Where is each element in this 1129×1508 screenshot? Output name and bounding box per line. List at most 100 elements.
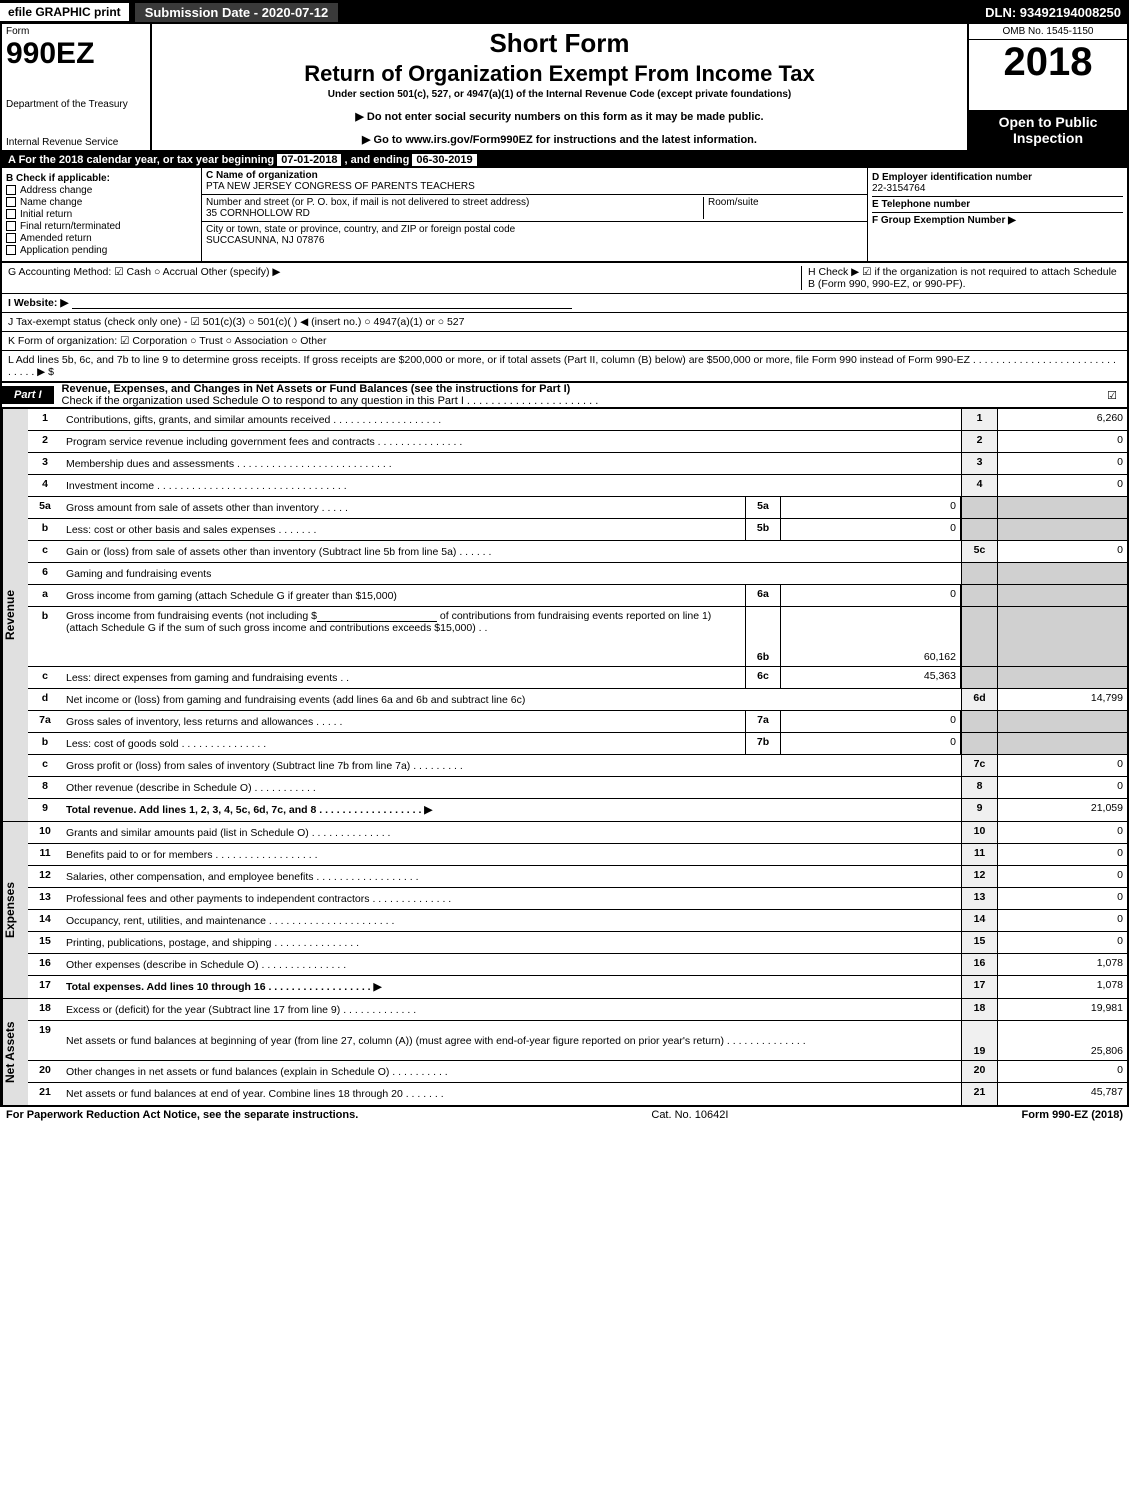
line-k: K Form of organization: ☑ Corporation ○ … [8, 335, 1121, 347]
ln2-num: 2 [28, 431, 62, 452]
ln20-rval: 0 [997, 1061, 1127, 1082]
period-row: A For the 2018 calendar year, or tax yea… [0, 152, 1129, 168]
tax-year: 2018 [969, 40, 1127, 110]
ln10-rval: 0 [997, 822, 1127, 843]
ln6c-num: c [28, 667, 62, 688]
ln10-num: 10 [28, 822, 62, 843]
ln18-desc: Excess or (deficit) for the year (Subtra… [62, 999, 961, 1020]
ln19-rval: 25,806 [997, 1021, 1127, 1060]
c-name-label: C Name of organization [206, 170, 863, 181]
ln15-rnum: 15 [961, 932, 997, 953]
chk-name-label: Name change [20, 197, 82, 208]
ln6b-rshade [961, 607, 997, 666]
entity-right: D Employer identification number 22-3154… [867, 168, 1127, 261]
street-value: 35 CORNHOLLOW RD [206, 208, 703, 219]
ln3-desc: Membership dues and assessments . . . . … [62, 453, 961, 474]
part1-sub: Check if the organization used Schedule … [62, 395, 1097, 407]
footer-right: Form 990-EZ (2018) [1022, 1109, 1123, 1121]
main-title: Return of Organization Exempt From Incom… [158, 61, 961, 87]
instr-url[interactable]: ▶ Go to www.irs.gov/Form990EZ for instru… [158, 133, 961, 146]
room-suite-label: Room/suite [703, 197, 863, 219]
ln1-rval: 6,260 [997, 409, 1127, 430]
chk-pending[interactable]: Application pending [6, 245, 197, 256]
ln6b-desc1: Gross income from fundraising events (no… [66, 610, 317, 622]
ln5b-num: b [28, 519, 62, 540]
city-label: City or town, state or province, country… [206, 224, 863, 235]
ln6-num: 6 [28, 563, 62, 584]
chk-amended[interactable]: Amended return [6, 233, 197, 244]
ln9-rnum: 9 [961, 799, 997, 821]
checkbox-column: B Check if applicable: Address change Na… [2, 168, 202, 261]
ln3-rval: 0 [997, 453, 1127, 474]
ln1-num: 1 [28, 409, 62, 430]
line-h: H Check ▶ ☑ if the organization is not r… [801, 266, 1121, 290]
dln-label: DLN: 93492194008250 [977, 3, 1129, 22]
ln8-num: 8 [28, 777, 62, 798]
ln15-num: 15 [28, 932, 62, 953]
ln1-rnum: 1 [961, 409, 997, 430]
ln13-num: 13 [28, 888, 62, 909]
dept-treasury: Department of the Treasury [6, 99, 146, 110]
ln7c-rval: 0 [997, 755, 1127, 776]
ln9-rval: 21,059 [997, 799, 1127, 821]
efile-print-label[interactable]: efile GRAPHIC print [0, 3, 129, 21]
ln17-rnum: 17 [961, 976, 997, 998]
ln14-num: 14 [28, 910, 62, 931]
subtitle: Under section 501(c), 527, or 4947(a)(1)… [158, 89, 961, 100]
ln7a-desc: Gross sales of inventory, less returns a… [62, 711, 745, 732]
ln11-desc: Benefits paid to or for members . . . . … [62, 844, 961, 865]
ln10-desc: Grants and similar amounts paid (list in… [62, 822, 961, 843]
ln9-desc: Total revenue. Add lines 1, 2, 3, 4, 5c,… [62, 799, 961, 821]
ln6d-rval: 14,799 [997, 689, 1127, 710]
chk-name-change[interactable]: Name change [6, 197, 197, 208]
ln7a-rshade [961, 711, 997, 732]
side-expenses: Expenses [2, 822, 28, 998]
ln6b-snum: 6b [745, 607, 781, 666]
ln17-rval: 1,078 [997, 976, 1127, 998]
ln18-num: 18 [28, 999, 62, 1020]
ln6d-num: d [28, 689, 62, 710]
ln7b-sval: 0 [781, 733, 961, 754]
footer: For Paperwork Reduction Act Notice, see … [0, 1107, 1129, 1123]
ln12-rnum: 12 [961, 866, 997, 887]
chk-initial-label: Initial return [20, 209, 72, 220]
ln21-desc: Net assets or fund balances at end of ye… [62, 1083, 961, 1105]
ln6a-sval: 0 [781, 585, 961, 606]
chk-initial[interactable]: Initial return [6, 209, 197, 220]
ln6d-rnum: 6d [961, 689, 997, 710]
ln6a-rshade2 [997, 585, 1127, 606]
ln6c-rshade2 [997, 667, 1127, 688]
ln6c-desc: Less: direct expenses from gaming and fu… [62, 667, 745, 688]
ln11-rval: 0 [997, 844, 1127, 865]
ln6b-rshade2 [997, 607, 1127, 666]
part1-chk[interactable]: ☑ [1097, 389, 1127, 402]
ln16-rval: 1,078 [997, 954, 1127, 975]
ln12-num: 12 [28, 866, 62, 887]
ln16-desc: Other expenses (describe in Schedule O) … [62, 954, 961, 975]
ln7a-rshade2 [997, 711, 1127, 732]
ln11-rnum: 11 [961, 844, 997, 865]
f-group-label: F Group Exemption Number ▶ [872, 215, 1123, 226]
ln2-desc: Program service revenue including govern… [62, 431, 961, 452]
ln6a-snum: 6a [745, 585, 781, 606]
part1-header: Part I Revenue, Expenses, and Changes in… [0, 383, 1129, 409]
chk-final[interactable]: Final return/terminated [6, 221, 197, 232]
ln17-num: 17 [28, 976, 62, 998]
ln21-rnum: 21 [961, 1083, 997, 1105]
chk-addr-change[interactable]: Address change [6, 185, 197, 196]
ln5a-rshade2 [997, 497, 1127, 518]
street-label: Number and street (or P. O. box, if mail… [206, 197, 703, 208]
ln7b-snum: 7b [745, 733, 781, 754]
dept-irs: Internal Revenue Service [6, 137, 146, 148]
ln16-num: 16 [28, 954, 62, 975]
ln11-num: 11 [28, 844, 62, 865]
period-mid: , and ending [345, 154, 410, 166]
ln5a-rshade [961, 497, 997, 518]
ln7a-snum: 7a [745, 711, 781, 732]
ln6c-rshade [961, 667, 997, 688]
info-block: G Accounting Method: ☑ Cash ○ Accrual Ot… [0, 263, 1129, 383]
ln4-num: 4 [28, 475, 62, 496]
ln20-num: 20 [28, 1061, 62, 1082]
financial-grid: Revenue 1Contributions, gifts, grants, a… [0, 409, 1129, 1107]
ln7b-rshade2 [997, 733, 1127, 754]
